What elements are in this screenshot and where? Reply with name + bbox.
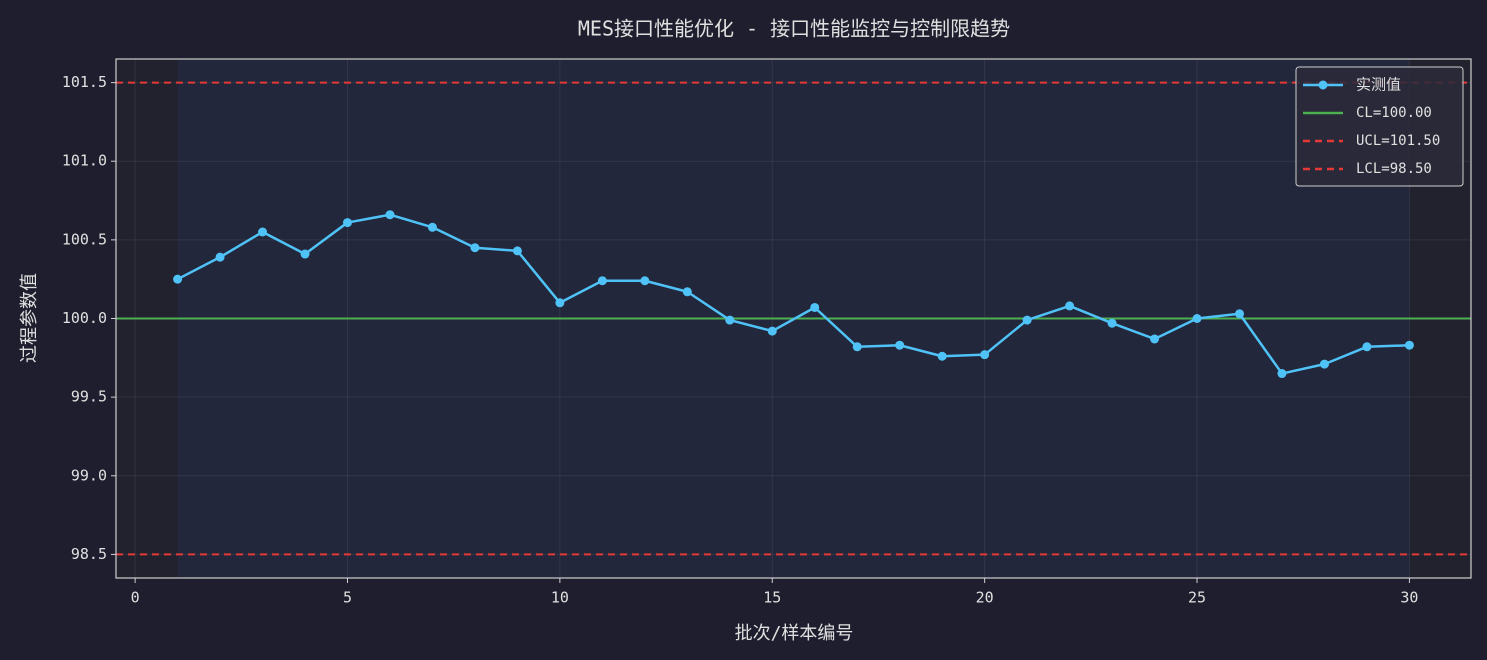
data-point <box>1192 314 1202 323</box>
data-point <box>215 252 225 262</box>
legend: 实测值 CL=100.00 UCL=101.50 LCL=98.50 <box>1295 66 1464 187</box>
legend-label: 实测值 <box>1356 76 1401 94</box>
data-point <box>342 218 352 228</box>
y-tick-label: 98.5 <box>71 545 107 563</box>
y-axis-label: 过程参数值 <box>19 273 40 363</box>
data-point <box>1319 359 1329 369</box>
legend-label: CL=100.00 <box>1356 105 1432 121</box>
data-point <box>1065 301 1075 311</box>
x-tick-label: 15 <box>763 589 781 607</box>
x-tick-label: 0 <box>131 589 140 607</box>
data-point <box>1107 318 1117 328</box>
data-point <box>640 276 650 286</box>
data-point <box>470 243 480 253</box>
data-point <box>725 315 735 325</box>
data-point <box>767 326 777 336</box>
data-point <box>173 274 183 284</box>
data-point <box>1235 309 1245 319</box>
chart-title: MES接口性能优化 - 接口性能监控与控制限趋势 <box>578 17 1010 41</box>
x-tick-label: 25 <box>1188 589 1206 607</box>
data-point <box>1277 369 1287 379</box>
data-point <box>597 276 607 286</box>
data-point <box>682 287 692 297</box>
x-tick-label: 30 <box>1400 589 1418 607</box>
data-point <box>852 342 862 352</box>
data-point <box>810 302 820 312</box>
data-point <box>937 351 947 361</box>
data-point <box>385 210 395 220</box>
data-point <box>1022 315 1032 325</box>
y-tick-label: 101.0 <box>62 152 107 170</box>
plot-layer <box>116 59 1471 578</box>
legend-box <box>1295 66 1464 187</box>
data-point <box>895 340 905 350</box>
data-point <box>1404 340 1414 350</box>
data-point <box>980 350 990 360</box>
x-tick-label: 5 <box>343 589 352 607</box>
data-point <box>1362 342 1372 352</box>
data-point <box>1150 334 1160 344</box>
y-tick-label: 99.5 <box>71 388 107 406</box>
y-tick-label: 100.5 <box>62 230 107 248</box>
series-line <box>177 213 1410 375</box>
data-point <box>555 298 565 308</box>
y-tick-label: 100.0 <box>62 309 107 327</box>
legend-marker <box>1318 80 1328 90</box>
data-point <box>258 227 268 237</box>
x-tick-label: 20 <box>976 589 994 607</box>
x-axis-label: 批次/样本编号 <box>735 623 854 644</box>
legend-label: LCL=98.50 <box>1356 161 1432 177</box>
legend-label: UCL=101.50 <box>1356 133 1440 149</box>
y-tick-label: 99.0 <box>71 466 107 484</box>
x-tick-label: 10 <box>551 589 569 607</box>
data-point <box>512 246 522 256</box>
data-point <box>427 222 437 232</box>
y-tick-label: 101.5 <box>62 73 107 91</box>
data-point <box>300 249 310 259</box>
